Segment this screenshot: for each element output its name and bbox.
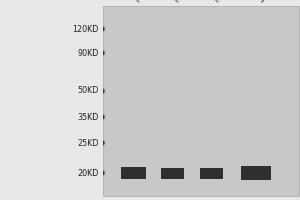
Bar [121, 167, 146, 179]
Text: 90KD: 90KD [78, 48, 99, 58]
Text: NIH/3T3: NIH/3T3 [212, 0, 240, 4]
Bar [103, 6, 298, 196]
Text: MCF-7: MCF-7 [134, 0, 158, 4]
Text: Stomach: Stomach [256, 0, 288, 4]
Text: 35KD: 35KD [78, 112, 99, 121]
Text: 20KD: 20KD [78, 168, 99, 178]
Text: 120KD: 120KD [73, 24, 99, 33]
Text: HEK293: HEK293 [172, 0, 201, 4]
Text: 50KD: 50KD [78, 86, 99, 95]
Text: 25KD: 25KD [77, 138, 99, 148]
Bar [242, 166, 272, 180]
Bar [161, 168, 184, 178]
Bar [200, 168, 223, 178]
